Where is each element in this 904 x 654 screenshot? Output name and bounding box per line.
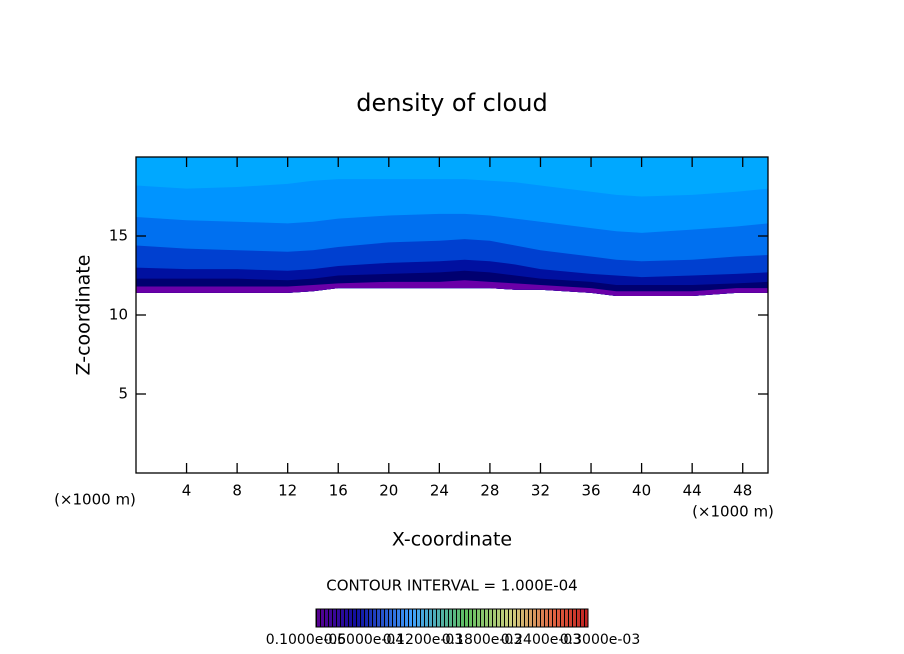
x-tick-label: 28 — [480, 482, 499, 500]
contour-band — [136, 280, 768, 297]
x-unit: (×1000 m) — [692, 503, 774, 521]
x-tick-label: 4 — [182, 482, 192, 500]
x-tick-label: 44 — [683, 482, 702, 500]
colorbar-tick-label: 0.1000e-05 — [266, 632, 346, 648]
x-tick-label: 8 — [232, 482, 242, 500]
y-tick-label: 5 — [118, 385, 128, 403]
colorbar-tick-label: 0.3000e-03 — [560, 632, 640, 648]
x-tick-label: 24 — [430, 482, 449, 500]
y-unit: (×1000 m) — [54, 491, 136, 509]
x-tick-label: 40 — [632, 482, 651, 500]
colorbar-tick-label: 0.1200e-03 — [383, 632, 463, 648]
y-tick-label: 10 — [109, 306, 128, 324]
x-tick-label: 12 — [278, 482, 297, 500]
colorbar-tick-label: 0.1800e-03 — [442, 632, 522, 648]
contour-interval: CONTOUR INTERVAL = 1.000E-04 — [326, 577, 577, 595]
x-tick-label: 36 — [581, 482, 600, 500]
colorbar-frame — [315, 608, 589, 628]
x-tick-label: 32 — [531, 482, 550, 500]
x-axis-label: X-coordinate — [392, 529, 512, 551]
colorbar-tick-label: 0.6000e-04 — [324, 632, 405, 648]
x-tick-label: 48 — [733, 482, 752, 500]
y-axis-label: Z-coordinate — [73, 255, 95, 376]
colorbar-tick-label: 0.2400e-03 — [501, 632, 581, 648]
x-tick-label: 20 — [379, 482, 398, 500]
y-tick-label: 15 — [109, 227, 128, 245]
chart-title: density of cloud — [356, 89, 547, 117]
x-tick-label: 16 — [329, 482, 348, 500]
